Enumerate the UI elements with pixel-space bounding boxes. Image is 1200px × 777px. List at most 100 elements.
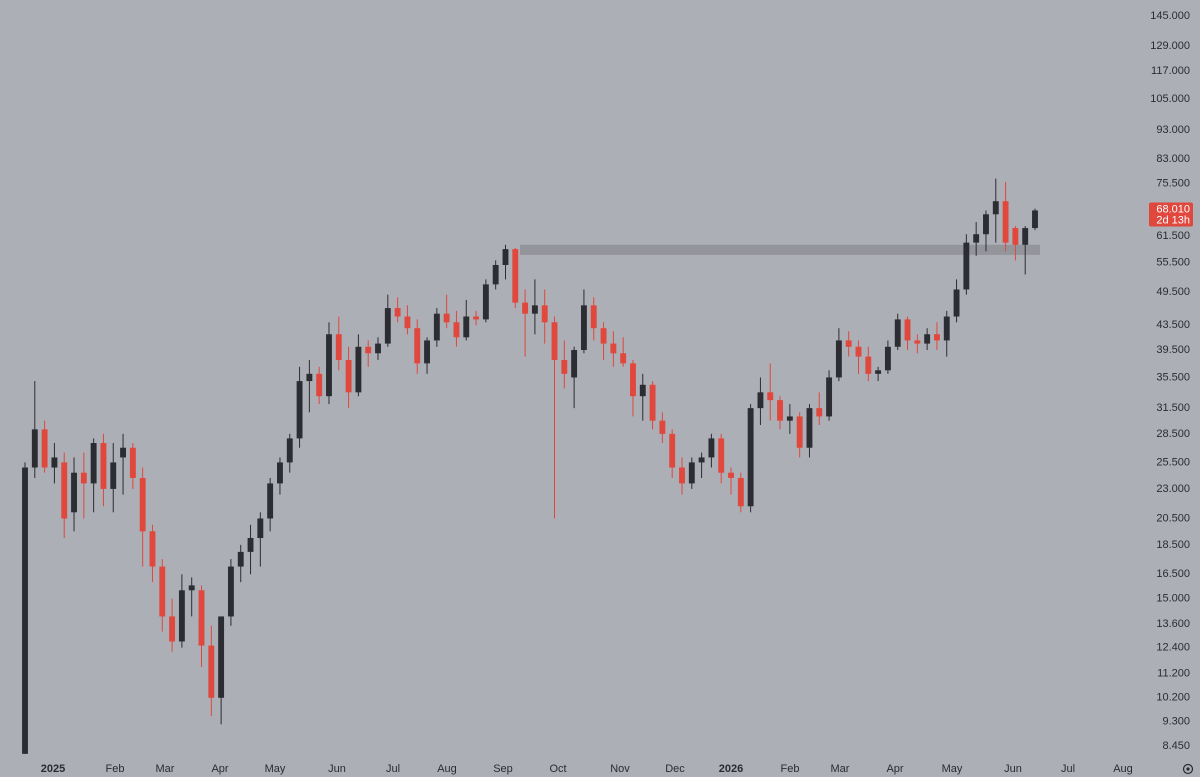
- candle: [129, 443, 136, 489]
- candle: [424, 337, 430, 374]
- candle-body: [41, 429, 48, 468]
- candle-body: [826, 377, 833, 417]
- candle: [1022, 226, 1029, 275]
- candle-body: [561, 359, 568, 374]
- x-tick-label: Jun: [328, 763, 346, 775]
- y-tick-label: 18.500: [1156, 539, 1190, 551]
- x-tick-label: May: [942, 763, 963, 775]
- y-tick-label: 10.200: [1156, 692, 1190, 704]
- candle-body: [178, 590, 185, 642]
- candle-body: [580, 305, 587, 351]
- candle: [286, 433, 293, 473]
- candle: [757, 377, 764, 425]
- candle: [649, 381, 656, 430]
- candle-body: [983, 214, 989, 235]
- last-price-label: 68.010: [1156, 203, 1190, 215]
- y-tick-label: 93.000: [1156, 124, 1190, 136]
- x-tick-label: Aug: [1113, 763, 1133, 775]
- candle: [178, 574, 185, 648]
- candle: [914, 334, 921, 354]
- candle: [826, 370, 833, 421]
- x-tick-label: Mar: [156, 763, 175, 775]
- y-tick-label: 12.400: [1156, 642, 1190, 654]
- candle-body: [963, 242, 970, 290]
- candle-body: [424, 340, 430, 364]
- candle-body: [473, 316, 480, 320]
- candle-body: [277, 462, 283, 484]
- candle: [728, 467, 734, 495]
- candle-body: [482, 284, 489, 320]
- candle-body: [394, 308, 401, 317]
- candle-body: [590, 305, 597, 329]
- candle-body: [267, 483, 274, 519]
- candle-body: [914, 340, 921, 344]
- candle: [433, 308, 440, 347]
- candle-body: [659, 420, 666, 434]
- candle-body: [90, 443, 97, 484]
- y-tick-label: 16.500: [1156, 568, 1190, 580]
- candle: [316, 366, 323, 405]
- candle-body: [835, 340, 842, 378]
- candle: [335, 316, 342, 371]
- candle: [796, 412, 803, 458]
- candle-body: [747, 408, 754, 507]
- candle-body: [620, 353, 627, 364]
- settings-icon[interactable]: [1182, 763, 1194, 775]
- candle-body: [934, 334, 940, 341]
- candle: [875, 366, 882, 382]
- candle: [600, 322, 607, 360]
- candle-body: [257, 518, 264, 539]
- x-tick-label: Nov: [610, 763, 630, 775]
- candle-body: [884, 346, 891, 371]
- candle-body: [1032, 210, 1038, 229]
- candle-body: [845, 340, 852, 347]
- candle-body: [737, 477, 744, 507]
- candle: [90, 438, 97, 513]
- candle: [934, 322, 940, 351]
- candle-body: [531, 305, 538, 314]
- candle: [453, 310, 460, 347]
- candle-body: [698, 457, 705, 463]
- x-tick-label: May: [265, 763, 286, 775]
- y-tick-label: 11.200: [1157, 668, 1190, 680]
- candle: [267, 477, 274, 532]
- candle: [120, 433, 126, 495]
- candle: [1032, 208, 1038, 231]
- candle: [218, 616, 225, 725]
- candle-body: [326, 334, 332, 397]
- candle: [894, 313, 901, 351]
- x-tick-label: Apr: [886, 763, 903, 775]
- y-tick-label: 20.500: [1156, 512, 1190, 524]
- y-tick-label: 43.500: [1156, 319, 1190, 331]
- candle-body: [100, 443, 107, 489]
- x-tick-label: Sep: [493, 763, 513, 775]
- candle: [100, 433, 107, 507]
- candle: [679, 457, 685, 495]
- candle: [1002, 181, 1009, 252]
- candle-body: [865, 356, 872, 374]
- candle: [688, 457, 695, 489]
- candle-body: [492, 264, 499, 285]
- candle: [924, 328, 931, 351]
- candle-body: [796, 416, 803, 448]
- candle-body: [169, 616, 176, 642]
- candle-body: [777, 400, 783, 421]
- candle: [110, 443, 117, 513]
- x-tick-label: Jun: [1004, 763, 1022, 775]
- candle: [865, 346, 872, 382]
- candle-body: [708, 438, 715, 458]
- candle-body: [110, 462, 117, 489]
- candle: [149, 524, 156, 583]
- candle: [414, 319, 421, 374]
- candle: [630, 359, 636, 417]
- candle: [708, 433, 715, 468]
- candle-body: [571, 350, 578, 378]
- candle-body: [335, 334, 342, 360]
- x-tick-label: Jul: [386, 763, 400, 775]
- candle-body: [855, 346, 862, 357]
- candle-body: [522, 302, 529, 314]
- candle: [1012, 226, 1019, 261]
- candle-body: [502, 249, 509, 265]
- candle: [816, 392, 823, 425]
